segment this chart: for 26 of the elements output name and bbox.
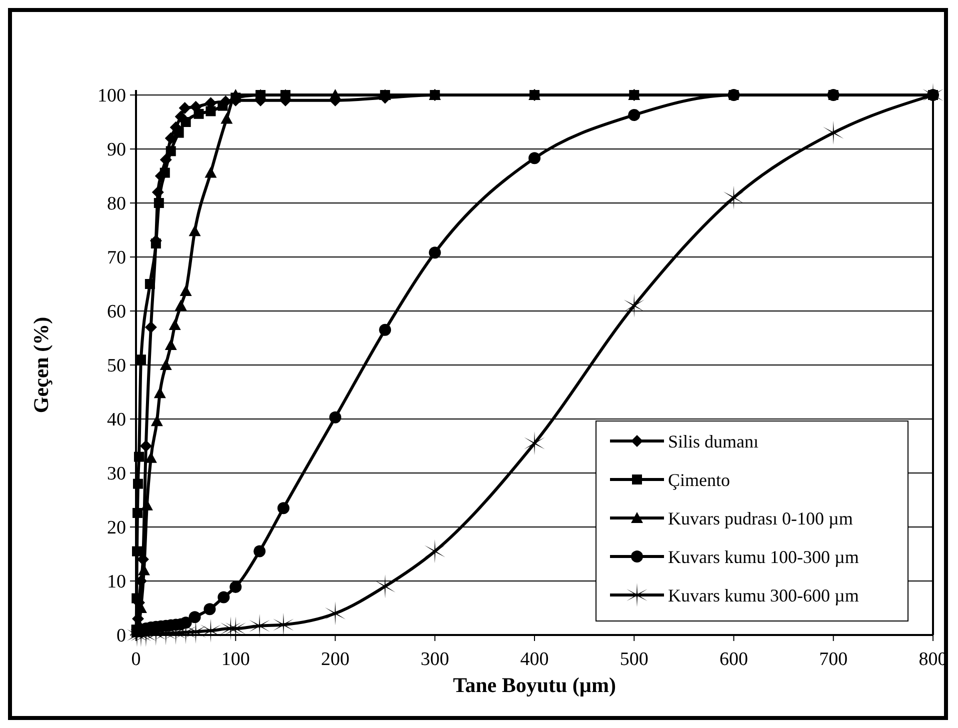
- x-tick-label: 700: [819, 649, 848, 670]
- y-axis-title: Geçen (%): [29, 316, 53, 414]
- x-tick-label: 100: [221, 649, 250, 670]
- x-tick-label: 600: [720, 649, 748, 670]
- x-tick-label: 300: [420, 649, 450, 670]
- x-tick-label: 400: [520, 649, 549, 670]
- y-tick-label: 0: [116, 626, 126, 647]
- legend-label: Çimento: [668, 470, 730, 490]
- y-tick-label: 80: [107, 194, 126, 215]
- y-tick-label: 10: [107, 572, 126, 593]
- y-tick-label: 50: [107, 356, 126, 377]
- legend-label: Kuvars kumu 300-600 µm: [668, 585, 859, 606]
- x-tick-label: 200: [321, 649, 350, 670]
- legend-label: Kuvars kumu 100-300 µm: [668, 546, 859, 567]
- y-tick-label: 40: [107, 410, 126, 431]
- legend-label: Kuvars pudrası 0-100 µm: [668, 508, 853, 528]
- legend-label: Silis dumanı: [668, 431, 759, 452]
- y-tick-label: 20: [107, 518, 126, 539]
- x-tick-label: 0: [131, 649, 141, 670]
- y-tick-label: 100: [98, 86, 126, 107]
- y-tick-label: 30: [107, 464, 126, 485]
- y-tick-label: 90: [107, 140, 126, 161]
- y-tick-label: 70: [107, 248, 126, 269]
- x-axis-title: Tane Boyutu (µm): [452, 673, 616, 697]
- y-tick-label: 60: [107, 302, 126, 323]
- x-tick-label: 500: [620, 649, 648, 670]
